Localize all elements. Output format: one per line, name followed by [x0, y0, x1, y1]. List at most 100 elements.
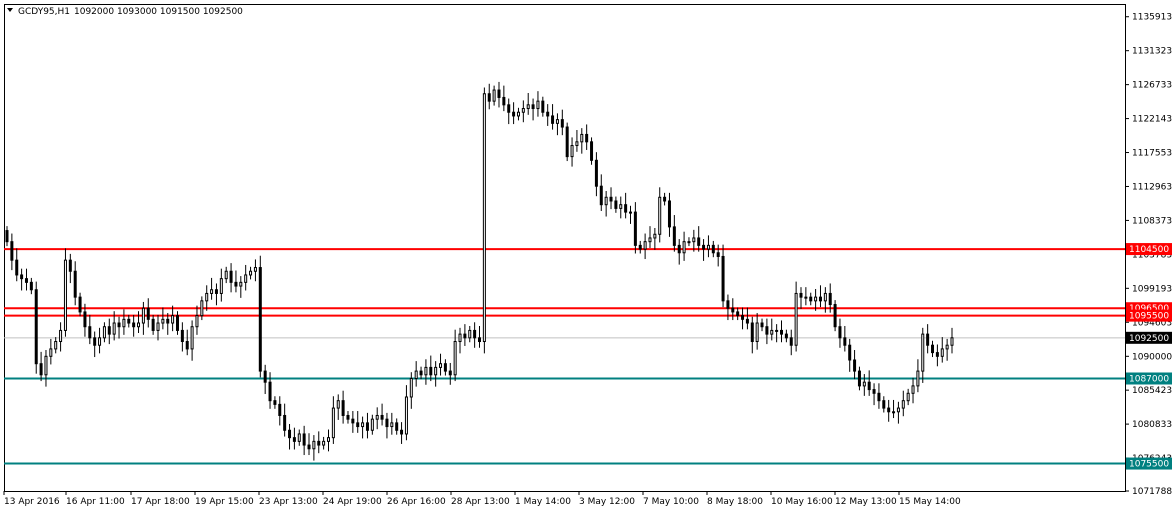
candle: [648, 226, 652, 248]
candle: [512, 102, 516, 125]
candle-body: [853, 359, 857, 372]
candle-body: [677, 244, 681, 254]
candle: [351, 411, 355, 433]
candle-body: [848, 344, 852, 361]
level-price-tag: [1126, 372, 1172, 385]
candle: [906, 388, 910, 406]
candle: [244, 264, 248, 291]
candle: [482, 87, 486, 354]
candle-body: [200, 300, 204, 317]
candle-body: [638, 244, 642, 250]
candle-body: [10, 241, 14, 261]
candle-body: [663, 196, 667, 202]
candle-body: [551, 115, 555, 124]
candle-body: [770, 329, 774, 335]
candle-body: [697, 237, 701, 246]
candle-body: [585, 133, 589, 143]
candle-body: [434, 366, 438, 376]
candle-body: [833, 304, 837, 328]
candle-body: [414, 370, 418, 380]
horizontal-lines-layer: [4, 248, 1125, 465]
candle-body: [526, 104, 530, 110]
price-tick-label: 1131323: [1132, 47, 1172, 57]
candle-body: [896, 407, 900, 413]
candle: [146, 298, 150, 328]
candle-body: [794, 292, 798, 346]
candle-body: [331, 407, 335, 439]
candle: [434, 361, 438, 387]
candle: [726, 294, 730, 321]
candle: [794, 281, 798, 352]
chart-header: GCDY95,H1 1092000 1093000 1091500 109250…: [7, 7, 243, 17]
candle-body: [892, 411, 896, 414]
triangle-down-icon[interactable]: [7, 8, 13, 12]
candle-body: [390, 422, 394, 428]
candle-body: [39, 363, 43, 376]
candle: [102, 322, 106, 343]
price-tick-label: 1080833: [1132, 420, 1172, 430]
candle-body: [512, 111, 516, 117]
candle-body: [63, 259, 67, 331]
candle: [911, 377, 915, 404]
candle-body: [580, 133, 584, 143]
candle: [5, 226, 9, 247]
candle: [497, 81, 501, 108]
candle-body: [141, 307, 145, 324]
candle: [210, 277, 214, 300]
candle: [833, 300, 837, 332]
candle: [458, 327, 462, 354]
candle-body: [755, 322, 759, 343]
candle-body: [590, 141, 594, 161]
candle: [862, 374, 866, 396]
time-axis: 13 Apr 2016 16 Apr 11:00 17 Apr 18:00 19 Ap…: [3, 491, 961, 507]
candle-body: [667, 200, 671, 228]
candle: [404, 385, 408, 441]
candle: [551, 104, 555, 130]
candle-body: [234, 281, 238, 287]
candle: [594, 152, 598, 197]
candle-body: [780, 329, 784, 335]
current-price-tag-label: 1092500: [1129, 334, 1169, 344]
candle-body: [365, 422, 369, 431]
candle-body: [921, 333, 925, 372]
candle: [750, 316, 754, 354]
candle: [916, 359, 920, 393]
candle: [224, 266, 228, 284]
candle-body: [926, 333, 930, 346]
candle-body: [448, 370, 452, 376]
candle: [736, 307, 740, 321]
candle-body: [478, 337, 481, 343]
level-price-tag-label: 1096500: [1129, 304, 1169, 314]
candle: [604, 191, 608, 217]
time-tick-label: 23 Apr 13:00: [259, 497, 318, 507]
candle: [711, 240, 715, 258]
candle-body: [721, 255, 725, 302]
candle: [395, 418, 399, 435]
plot-frame: [4, 4, 1126, 492]
candle: [107, 318, 111, 345]
candle-body: [307, 444, 311, 450]
candle-body: [507, 104, 511, 113]
candle: [195, 305, 199, 335]
price-tick-label: 1135913: [1132, 13, 1172, 23]
candle-body: [98, 337, 102, 346]
candle-body: [400, 429, 404, 435]
candle-body: [521, 108, 525, 113]
candle-body: [88, 326, 92, 339]
candle: [901, 390, 905, 417]
candle: [29, 277, 33, 295]
candle-body: [672, 226, 676, 246]
candle-body: [614, 200, 618, 209]
candle: [614, 196, 618, 213]
candle: [463, 324, 467, 346]
candle: [643, 233, 647, 260]
candle-body: [424, 366, 428, 376]
candle-body: [336, 400, 340, 409]
candle: [278, 396, 282, 426]
candle-body: [565, 126, 569, 158]
candle: [658, 187, 662, 243]
candle-body: [214, 289, 218, 294]
